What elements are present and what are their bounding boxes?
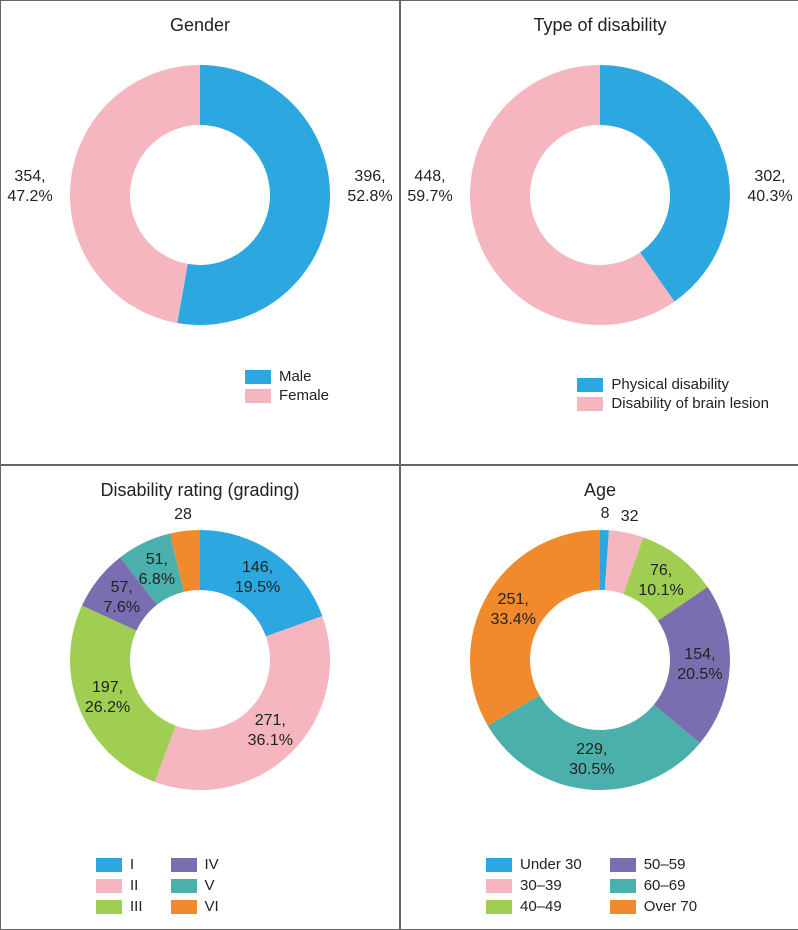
slice-label: 251, 33.4% — [491, 590, 536, 630]
slice-label: 32 — [621, 507, 639, 527]
legend-swatch — [171, 900, 197, 914]
slice-label: 448, 59.7% — [407, 167, 452, 207]
slice-label: 51, 6.8% — [139, 550, 175, 590]
legend-label: 50–59 — [644, 856, 686, 873]
slice-label: 57, 7.6% — [103, 578, 139, 618]
legend-item: Male — [245, 368, 329, 385]
legend-label: III — [130, 898, 143, 915]
legend: Physical disability Disability of brain l… — [577, 374, 769, 414]
slice-label: 396, 52.8% — [347, 167, 392, 207]
legend-swatch — [96, 900, 122, 914]
panel-type: Type of disability 302, 40.3% 448, 59.7% Ph… — [400, 0, 798, 465]
legend-label: 30–39 — [520, 877, 562, 894]
slice-label: 354, 47.2% — [7, 167, 52, 207]
legend-label: IV — [205, 856, 219, 873]
legend-item: Disability of brain lesion — [577, 395, 769, 412]
legend-item: Female — [245, 387, 329, 404]
legend-item: II — [96, 877, 143, 894]
legend-swatch — [610, 900, 636, 914]
legend-swatch — [610, 879, 636, 893]
donut-chart — [401, 505, 798, 845]
chart-title: Gender — [170, 15, 230, 36]
donut-chart — [1, 505, 399, 845]
legend-label: I — [130, 856, 134, 873]
legend-label: II — [130, 877, 138, 894]
legend-item: 40–49 — [486, 898, 582, 915]
legend-item: 30–39 — [486, 877, 582, 894]
slice-label: 197, 26.2% — [85, 678, 130, 718]
slice-label: 154, 20.5% — [677, 645, 722, 685]
slice-label: 302, 40.3% — [747, 167, 792, 207]
legend-item: 50–59 — [610, 856, 697, 873]
legend-swatch — [171, 879, 197, 893]
legend-swatch — [245, 370, 271, 384]
legend-swatch — [96, 879, 122, 893]
slice-label: 28 — [174, 505, 192, 525]
legend-item: 60–69 — [610, 877, 697, 894]
panel-gender: Gender 396, 52.8% 354, 47.2% Male Female — [0, 0, 400, 465]
legend-swatch — [610, 858, 636, 872]
slice-ii — [155, 616, 330, 790]
legend-swatch — [486, 858, 512, 872]
legend-item: V — [171, 877, 219, 894]
legend-swatch — [577, 397, 603, 411]
legend-item: I — [96, 856, 143, 873]
chart-title: Age — [584, 480, 616, 501]
panel-rating: Disability rating (grading) 146, 19.5% 271… — [0, 465, 400, 930]
legend-swatch — [96, 858, 122, 872]
chart-area: 396, 52.8% 354, 47.2% — [1, 40, 399, 464]
legend-item: III — [96, 898, 143, 915]
legend-label: 60–69 — [644, 877, 686, 894]
slice-label: 76, 10.1% — [638, 561, 683, 601]
legend-label: Under 30 — [520, 856, 582, 873]
legend: Under 30 30–39 40–49 50–59 60–69 Over 70 — [486, 854, 697, 917]
donut-chart — [1, 40, 399, 380]
slice-label: 8 — [601, 504, 610, 524]
legend-swatch — [486, 879, 512, 893]
legend-item: Physical disability — [577, 376, 769, 393]
chart-title: Type of disability — [533, 15, 666, 36]
slice-label: 271, 36.1% — [248, 711, 293, 751]
slice-male — [177, 65, 330, 325]
legend-label: Disability of brain lesion — [611, 395, 769, 412]
legend: Male Female — [245, 366, 329, 406]
slice-label: 146, 19.5% — [235, 558, 280, 598]
slice-label: 229, 30.5% — [569, 740, 614, 780]
legend-swatch — [245, 389, 271, 403]
slice-female — [70, 65, 200, 323]
legend-item: IV — [171, 856, 219, 873]
legend-label: V — [205, 877, 215, 894]
legend-label: Physical disability — [611, 376, 729, 393]
legend-label: Male — [279, 368, 312, 385]
legend-item: Over 70 — [610, 898, 697, 915]
legend-item: Under 30 — [486, 856, 582, 873]
legend-label: 40–49 — [520, 898, 562, 915]
panel-age: Age 8 32 76, 10.1% 154, 20.5% 229, 30.5% 251, … — [400, 465, 798, 930]
legend-swatch — [486, 900, 512, 914]
legend-label: VI — [205, 898, 219, 915]
legend-label: Female — [279, 387, 329, 404]
legend-swatch — [171, 858, 197, 872]
legend-label: Over 70 — [644, 898, 697, 915]
legend-swatch — [577, 378, 603, 392]
donut-chart — [401, 40, 798, 380]
legend: IIIIIIIVVVI — [96, 854, 219, 917]
chart-title: Disability rating (grading) — [100, 480, 299, 501]
legend-item: VI — [171, 898, 219, 915]
